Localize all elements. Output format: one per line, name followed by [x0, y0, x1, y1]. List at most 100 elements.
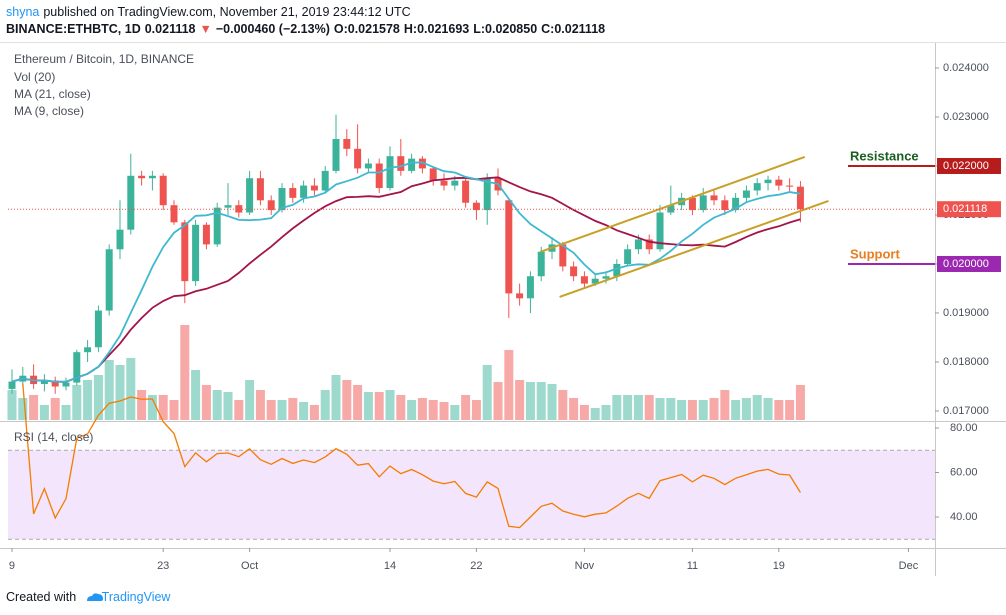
volume-bar — [353, 385, 363, 420]
x-tick-label: 11 — [687, 560, 698, 572]
volume-bar — [72, 385, 82, 420]
volume-bar — [525, 382, 535, 420]
volume-bar — [417, 398, 427, 420]
candle-body — [94, 310, 102, 348]
volume-bar — [644, 395, 654, 420]
volume-bar — [763, 398, 773, 420]
volume-bar — [396, 395, 406, 420]
candle-body — [721, 200, 729, 211]
volume-bar — [61, 405, 71, 420]
x-tick-label: Oct — [241, 560, 258, 572]
volume-bar — [169, 400, 179, 420]
legend-text: MA (9, close) — [14, 104, 84, 118]
candle-body — [51, 380, 59, 387]
volume-bar — [655, 398, 665, 420]
candle-body — [159, 175, 167, 206]
volume-bar — [201, 385, 211, 420]
candle-body — [375, 163, 383, 189]
candle-body — [732, 197, 740, 211]
volume-bar — [439, 402, 449, 420]
volume-bar — [612, 395, 622, 420]
rsi-band — [8, 450, 935, 540]
y-tick-label: 0.019000 — [943, 307, 989, 319]
candle-body — [699, 195, 707, 211]
y-tick-label: 0.018000 — [943, 356, 989, 368]
volume-bar — [374, 392, 384, 420]
x-tick-label: 9 — [9, 560, 15, 572]
volume-bar — [698, 400, 708, 420]
header-line: shyna published on TradingView.com, Novem… — [6, 5, 415, 19]
rsi-tick-label: 60.00 — [950, 466, 978, 478]
candle-body — [462, 180, 470, 203]
candle-body — [472, 202, 480, 211]
volume-bar — [666, 398, 676, 420]
candle-body — [62, 382, 70, 387]
candle-body — [667, 205, 675, 213]
candle-body — [688, 197, 696, 211]
volume-bar — [633, 395, 643, 420]
candle-body — [537, 251, 545, 277]
volume-bar — [299, 402, 309, 420]
candle-body — [775, 179, 783, 186]
level-box — [937, 255, 1001, 272]
volume-bar — [363, 392, 373, 420]
candle-body — [656, 212, 664, 250]
x-tick-label: Dec — [899, 560, 919, 572]
volume-bar — [493, 382, 503, 420]
candle-body — [289, 188, 297, 198]
volume-bar — [471, 400, 481, 420]
volume-bar — [601, 405, 611, 420]
volume-bar — [795, 385, 805, 420]
header-text: H:0.021693 — [403, 22, 470, 36]
candle-body — [364, 163, 372, 169]
volume-bar — [277, 400, 287, 420]
volume-bar — [461, 395, 471, 420]
trendline — [539, 156, 806, 253]
candle-body — [116, 229, 124, 250]
ma-line — [11, 161, 801, 383]
candle-body — [127, 175, 135, 230]
volume-bar — [320, 390, 330, 420]
candle-body — [213, 207, 221, 245]
volume-bar — [212, 390, 222, 420]
candle-body — [710, 195, 718, 201]
volume-bar — [731, 400, 741, 420]
rsi-tick-label: 40.00 — [950, 511, 978, 523]
candle-body — [516, 293, 524, 299]
candle-body — [40, 380, 48, 385]
candle-body — [138, 175, 146, 179]
candle-body — [235, 205, 243, 213]
level-name: Support — [850, 246, 900, 261]
footer: Created with TradingView — [6, 590, 170, 604]
volume-bar — [709, 398, 719, 420]
legend-text: Vol (20) — [14, 70, 55, 84]
level-price: 0.022000 — [943, 160, 989, 172]
volume-bar — [223, 392, 233, 420]
candle-body — [742, 190, 750, 198]
candle-body — [192, 224, 200, 282]
candle-body — [429, 168, 437, 181]
volume-bar — [482, 365, 492, 420]
y-tick-label: 0.024000 — [943, 62, 989, 74]
candle-body — [483, 178, 491, 211]
chart: 0.0170000.0180000.0190000.0200000.021000… — [0, 42, 1006, 576]
volume-bar — [741, 398, 751, 420]
volume-bar — [515, 380, 525, 420]
candle-body — [634, 239, 642, 250]
level-box — [937, 157, 1001, 174]
candle-body — [613, 263, 621, 277]
candle-body — [8, 381, 16, 389]
volume-bar — [266, 400, 276, 420]
volume-bar — [93, 375, 103, 420]
volume-bar — [428, 400, 438, 420]
level-name: Resistance — [850, 148, 919, 163]
footer-brand: TradingView — [101, 590, 171, 604]
candle-body — [300, 185, 308, 198]
volume-bar — [288, 398, 298, 420]
candle-body — [418, 158, 426, 169]
y-tick-label: 0.023000 — [943, 111, 989, 123]
last-price-label: 0.021118 — [943, 203, 987, 215]
x-tick-label: 14 — [384, 560, 396, 572]
volume-bar — [126, 358, 136, 420]
candle-body — [602, 276, 610, 279]
